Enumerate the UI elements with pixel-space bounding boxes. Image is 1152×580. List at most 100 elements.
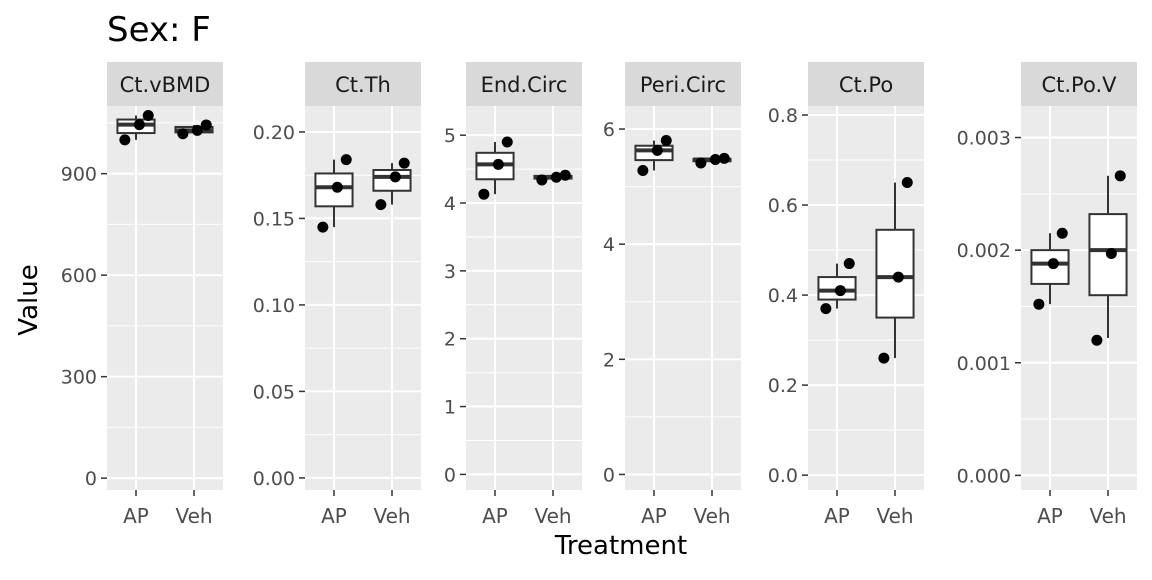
facet-panel-peri-circ: Peri.Circ 0 2 4 6 AP Veh <box>603 62 741 528</box>
y-tick-label: 0.15 <box>253 208 295 230</box>
data-point <box>1033 298 1045 310</box>
data-point <box>834 285 846 297</box>
data-point <box>892 271 904 283</box>
boxplot-ap <box>817 258 857 315</box>
y-tick-label: 0.2 <box>768 375 798 397</box>
data-point <box>651 144 663 156</box>
boxplot-ap <box>1030 227 1070 310</box>
data-point <box>478 188 490 200</box>
y-tick-label: 2 <box>444 329 456 351</box>
y-tick-label: 2 <box>603 349 615 371</box>
facet-strip <box>107 62 223 106</box>
panel-background <box>1021 106 1137 490</box>
data-point <box>331 181 343 193</box>
y-axis-label: Value <box>14 264 44 335</box>
data-point <box>200 119 212 131</box>
boxplot-ap <box>475 136 515 200</box>
data-point <box>177 128 189 140</box>
y-tick-label: 0.8 <box>768 105 798 127</box>
facet-panel-ct-po: Ct.Po 0.0 0.2 0.4 0.6 0.8 AP Veh <box>768 62 924 528</box>
boxplot-veh <box>533 169 573 186</box>
facet-strip <box>1021 62 1137 106</box>
facet-strip-label: End.Circ <box>481 73 568 97</box>
facet-strip-label: Ct.Po.V <box>1041 73 1117 97</box>
data-point <box>389 171 401 183</box>
boxplot-ap <box>116 109 156 146</box>
data-point <box>501 136 513 148</box>
data-point <box>820 303 832 315</box>
x-tick-label: Veh <box>1089 504 1126 528</box>
x-tick-label: Veh <box>373 504 410 528</box>
data-point <box>536 174 548 186</box>
data-point <box>843 258 855 270</box>
y-tick-label: 0.002 <box>957 240 1011 262</box>
y-tick-label: 600 <box>61 265 97 287</box>
x-tick-label: AP <box>1037 504 1063 528</box>
data-point <box>1114 170 1126 182</box>
facet-strip <box>466 62 582 106</box>
facet-strip <box>625 62 741 106</box>
y-tick-label: 0.001 <box>957 353 1011 375</box>
x-tick-label: AP <box>482 504 508 528</box>
y-tick-label: 0.6 <box>768 195 798 217</box>
boxplot-veh <box>372 157 412 211</box>
facet-strip <box>808 62 924 106</box>
boxplot-veh <box>692 152 732 169</box>
y-tick-label: 0.10 <box>253 295 295 317</box>
data-point <box>375 199 387 211</box>
data-point <box>133 119 145 131</box>
data-point <box>340 154 352 166</box>
data-point <box>142 109 154 121</box>
y-tick-label: 0.003 <box>957 128 1011 150</box>
x-tick-label: AP <box>641 504 667 528</box>
data-point <box>660 135 672 147</box>
data-point <box>1105 248 1117 260</box>
boxplot-ap <box>314 154 354 233</box>
data-point <box>718 152 730 164</box>
facet-strip <box>305 62 421 106</box>
y-tick-label: 0 <box>85 468 97 490</box>
x-axis-label: Treatment <box>554 531 687 561</box>
data-point <box>559 169 571 181</box>
y-tick-label: 0.000 <box>957 465 1011 487</box>
data-point <box>695 157 707 169</box>
data-point <box>398 157 410 169</box>
data-point <box>901 177 913 189</box>
boxplot-veh <box>1088 170 1128 346</box>
data-point <box>550 171 562 183</box>
facet-strip-label: Ct.Th <box>335 73 391 97</box>
boxplot-veh <box>875 177 915 364</box>
data-point <box>317 221 329 233</box>
facet-panel-end-circ: End.Circ 0 1 2 3 4 5 AP Veh <box>444 62 582 528</box>
boxplot-veh <box>174 119 214 140</box>
y-tick-label: 4 <box>603 234 615 256</box>
facet-panel-ct-vbmd: Ct.vBMD 0 300 600 900 AP Veh <box>61 62 223 528</box>
y-tick-label: 0 <box>603 464 615 486</box>
x-tick-label: Veh <box>693 504 730 528</box>
data-point <box>1091 334 1103 346</box>
y-tick-label: 0.00 <box>253 468 295 490</box>
y-tick-label: 3 <box>444 261 456 283</box>
panel-background <box>107 106 223 490</box>
facet-panel-ct-th: Ct.Th 0.00 0.05 0.10 0.15 0.20 AP Veh <box>253 62 421 528</box>
y-tick-label: 0.4 <box>768 285 798 307</box>
x-tick-label: Veh <box>534 504 571 528</box>
y-tick-label: 900 <box>61 164 97 186</box>
y-tick-label: 0.20 <box>253 122 295 144</box>
data-point <box>191 124 203 136</box>
y-tick-label: 6 <box>603 119 615 141</box>
data-point <box>637 164 649 176</box>
data-point <box>1056 227 1068 239</box>
facet-strip-label: Ct.vBMD <box>120 73 211 97</box>
x-tick-label: Veh <box>175 504 212 528</box>
y-tick-label: 0.05 <box>253 381 295 403</box>
x-tick-label: AP <box>321 504 347 528</box>
facet-strip-label: Peri.Circ <box>640 73 726 97</box>
data-point <box>878 352 890 364</box>
x-tick-label: Veh <box>876 504 913 528</box>
y-tick-label: 0.0 <box>768 465 798 487</box>
facet-strip-label: Ct.Po <box>839 73 893 97</box>
data-point <box>119 134 131 146</box>
chart-title: Sex: F <box>107 10 211 50</box>
